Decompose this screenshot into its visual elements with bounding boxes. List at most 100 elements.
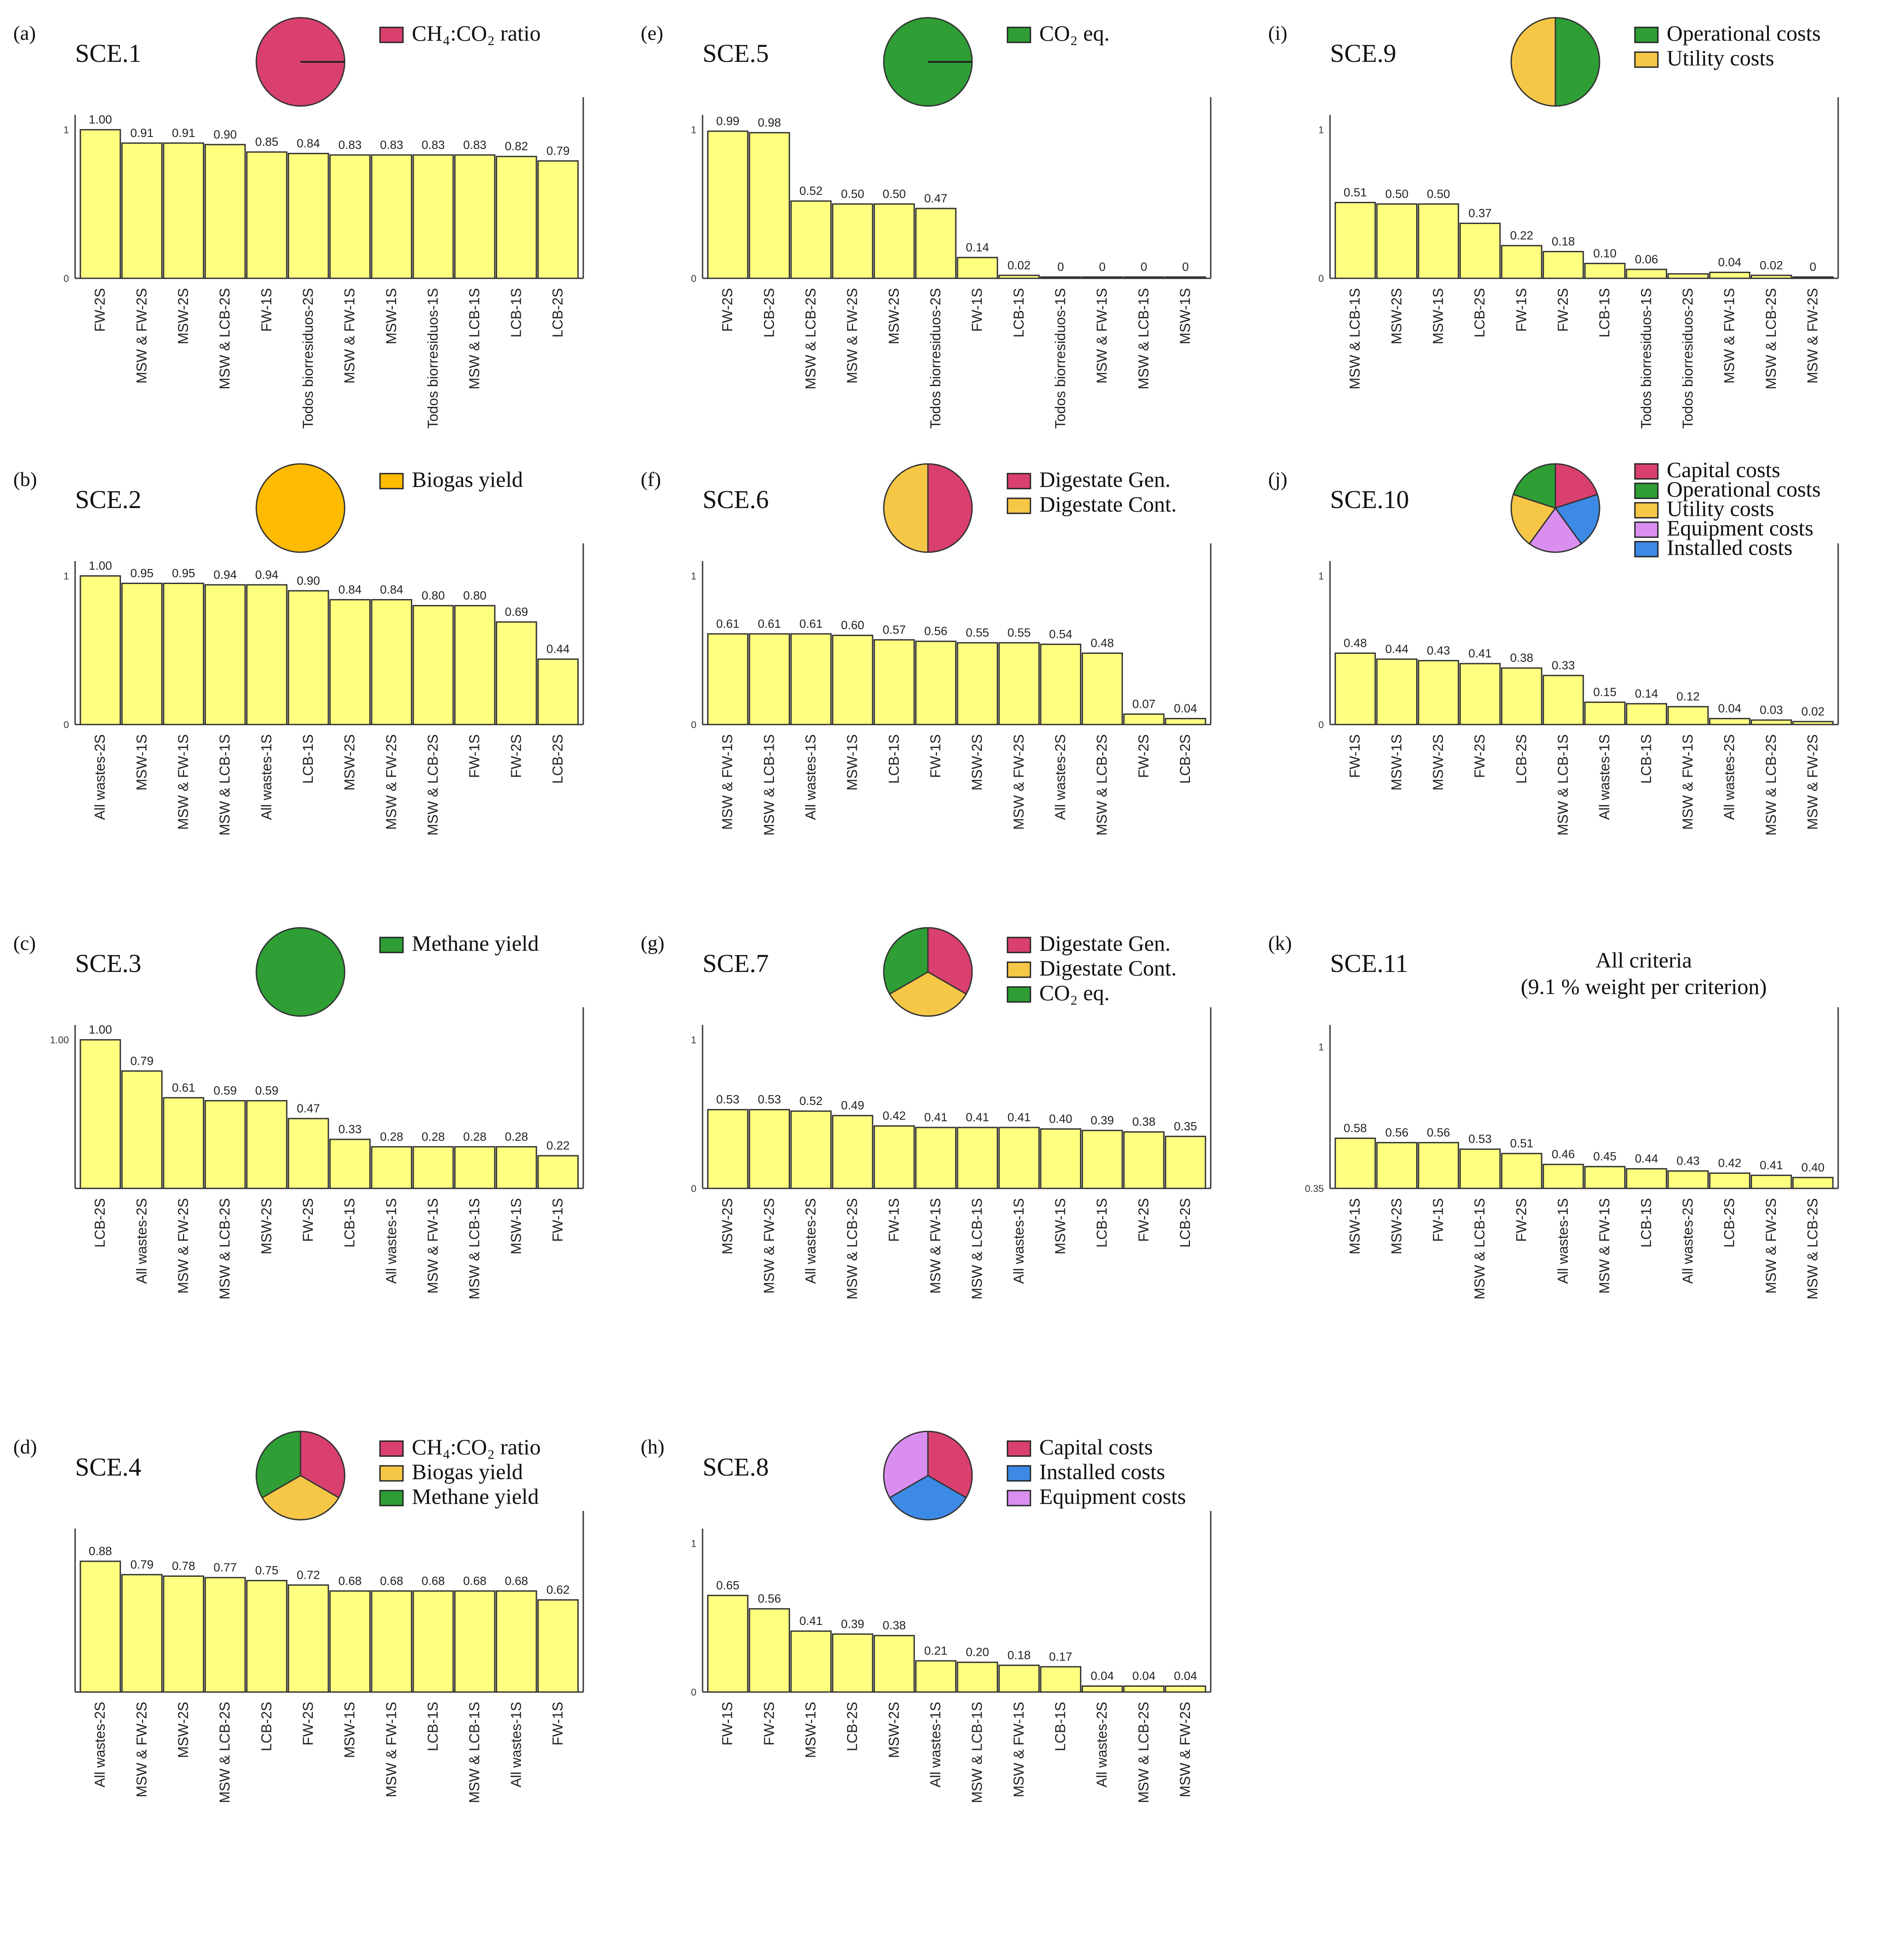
bar-value-label: 0.04	[1718, 256, 1741, 269]
bar	[1040, 643, 1082, 725]
bar	[1667, 1170, 1709, 1189]
bar	[915, 1127, 957, 1189]
category-label: Todos biorresiduos-2S	[300, 288, 316, 429]
bar-value-label: 0.38	[1510, 651, 1533, 664]
bar-value-label: 0.69	[505, 605, 528, 619]
y-tick-label: 0	[691, 1687, 696, 1698]
y-tick-label: 1	[691, 571, 696, 582]
category-label: MSW-2S	[969, 734, 985, 790]
bar-value-label: 0.04	[1174, 1670, 1197, 1683]
bar	[412, 1146, 454, 1189]
category-label: All wastes-1S	[1011, 1198, 1026, 1284]
category-label: MSW-2S	[175, 1702, 191, 1758]
bar	[496, 621, 537, 725]
panel-letter: (h)	[641, 1435, 665, 1458]
bar	[874, 203, 915, 279]
bar	[1040, 1666, 1082, 1693]
bar-value-label: 0.57	[882, 623, 906, 636]
category-label: FW-1S	[719, 1702, 735, 1746]
category-label: MSW-2S	[1430, 734, 1446, 790]
bar-value-label: 0	[1099, 260, 1106, 273]
legend-label: CO₂ eq.	[1039, 980, 1110, 1005]
bar	[204, 1100, 246, 1189]
bar-value-label: 0.04	[1132, 1670, 1155, 1683]
bar	[1459, 663, 1501, 725]
legend-swatch	[1634, 463, 1659, 480]
bar-value-label: 0.44	[1385, 642, 1409, 656]
bar-value-label: 0.78	[172, 1560, 195, 1573]
chart-legend: Biogas yield	[379, 467, 523, 492]
bar	[371, 599, 412, 725]
category-label: FW-2S	[1513, 1198, 1529, 1242]
bar	[707, 130, 749, 279]
category-label: FW-2S	[1472, 734, 1488, 778]
weight-pie	[883, 463, 973, 553]
category-label: FW-2S	[92, 288, 108, 332]
category-label: MSW-1S	[844, 734, 860, 790]
bar	[749, 633, 790, 725]
bar-value-label: 0.14	[1635, 687, 1658, 700]
bar-value-label: 0.52	[799, 1094, 823, 1108]
bar	[80, 129, 121, 279]
category-label: MSW & LCB-2S	[1763, 734, 1779, 835]
category-label: MSW-2S	[258, 1198, 274, 1254]
bar-value-label: 0.50	[1385, 187, 1409, 201]
category-label: Todos biorresiduos-1S	[425, 288, 441, 429]
bar	[832, 1115, 874, 1189]
bar	[163, 1575, 205, 1693]
category-label: MSW & LCB-1S	[1555, 734, 1571, 835]
chart-subtitle: All criteria	[1596, 948, 1692, 972]
weight-pie	[255, 1431, 346, 1521]
bar-value-label: 0.44	[547, 642, 570, 656]
category-label: MSW-1S	[1430, 288, 1446, 344]
bar-value-label: 0.82	[505, 140, 528, 153]
bar-value-label: 0.15	[1593, 686, 1617, 699]
bar	[874, 1125, 915, 1189]
category-label: MSW & FW-2S	[133, 288, 149, 383]
bar-value-label: 0.33	[338, 1123, 362, 1136]
bar	[1081, 653, 1123, 725]
category-label: MSW & FW-2S	[1805, 288, 1820, 383]
category-label: MSW & LCB-2S	[217, 1198, 233, 1299]
legend-swatch	[1007, 1490, 1031, 1506]
category-label: LCB-1S	[886, 734, 902, 784]
y-tick-label: 0	[1319, 273, 1324, 284]
category-label: MSW & LCB-1S	[969, 1198, 985, 1299]
bar-value-label: 0	[1809, 260, 1816, 273]
y-tick-label: 0	[691, 273, 696, 284]
category-label: MSW & LCB-2S	[1805, 1198, 1820, 1299]
bar	[371, 1146, 412, 1189]
panel-i: (i) SCE.9 Operational costs Utility costs 1 0…	[1264, 13, 1874, 455]
category-label: LCB-1S	[1052, 1702, 1068, 1751]
chart-k: (k) SCE.11 All criteria(9.1 % weight per c…	[1268, 932, 1839, 1299]
pie-slice	[1510, 17, 1556, 107]
bar-value-label: 0.59	[213, 1084, 237, 1097]
category-label: FW-2S	[1136, 734, 1152, 778]
y-tick-label: 1	[691, 1538, 696, 1549]
legend-label: Biogas yield	[412, 467, 523, 492]
bar-value-label: 0.43	[1676, 1154, 1700, 1168]
category-label: MSW & LCB-1S	[1136, 288, 1152, 389]
chart-title: SCE.11	[1330, 949, 1408, 978]
bar-value-label: 0.68	[338, 1574, 362, 1587]
bar-value-label: 0.91	[130, 126, 154, 140]
bar	[1626, 703, 1667, 725]
category-label: FW-2S	[300, 1702, 316, 1746]
legend-swatch	[1007, 1465, 1031, 1482]
bar	[288, 1584, 329, 1693]
legend-swatch	[1634, 502, 1659, 519]
category-label: LCB-1S	[1094, 1198, 1110, 1248]
bar	[957, 1127, 998, 1189]
weight-pie	[1510, 463, 1600, 553]
pie-slice	[300, 1431, 346, 1499]
chart-title: SCE.9	[1330, 39, 1396, 68]
pie-slice	[927, 1431, 973, 1499]
legend-label: Capital costs	[1039, 1434, 1153, 1459]
bar	[998, 1664, 1040, 1693]
bar	[288, 1118, 329, 1189]
panel-b: (b) SCE.2 Biogas yield 1 0 1.00 All wastes-2S 0…	[9, 459, 619, 901]
legend-swatch	[379, 1440, 404, 1457]
